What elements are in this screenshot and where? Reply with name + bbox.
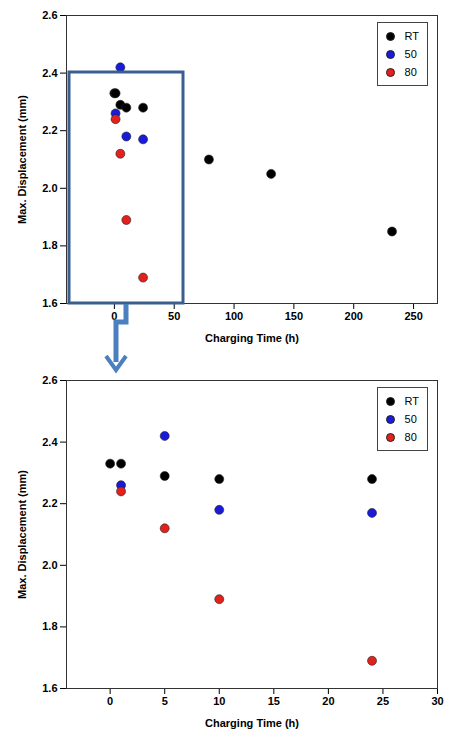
svg-text:2.6: 2.6 [42,9,57,21]
svg-text:20: 20 [322,695,334,707]
svg-text:100: 100 [225,310,243,322]
svg-text:2.6: 2.6 [42,374,57,386]
svg-text:250: 250 [404,310,422,322]
svg-text:1.6: 1.6 [42,297,57,309]
svg-text:Charging Time (h): Charging Time (h) [205,717,299,729]
html-text:50: 50 [404,413,417,425]
svg-text:2.4: 2.4 [42,436,58,448]
svg-text:50: 50 [168,310,180,322]
svg-text:200: 200 [345,310,363,322]
html-text:RT: RT [404,395,419,407]
svg-text:0: 0 [107,695,113,707]
html-text:50: 50 [404,48,417,60]
svg-text:Charging Time (h): Charging Time (h) [205,332,299,344]
html-text:80: 80 [404,66,417,78]
svg-text:Max. Displacement (mm): Max. Displacement (mm) [16,470,28,599]
svg-text:10: 10 [213,695,225,707]
svg-text:1.6: 1.6 [42,682,57,694]
html-text:80: 80 [404,431,417,443]
svg-text:2.0: 2.0 [42,559,57,571]
svg-text:5: 5 [162,695,168,707]
svg-text:30: 30 [431,695,443,707]
svg-text:25: 25 [377,695,389,707]
svg-text:0: 0 [111,310,117,322]
svg-text:2.4: 2.4 [42,67,58,79]
svg-text:2.0: 2.0 [42,182,57,194]
svg-text:150: 150 [285,310,303,322]
svg-text:1.8: 1.8 [42,239,57,251]
svg-text:2.2: 2.2 [42,497,57,509]
svg-text:Max. Displacement (mm): Max. Displacement (mm) [16,95,28,224]
svg-text:1.8: 1.8 [42,620,57,632]
html-text:RT: RT [404,30,419,42]
svg-text:2.2: 2.2 [42,124,57,136]
svg-text:15: 15 [268,695,280,707]
